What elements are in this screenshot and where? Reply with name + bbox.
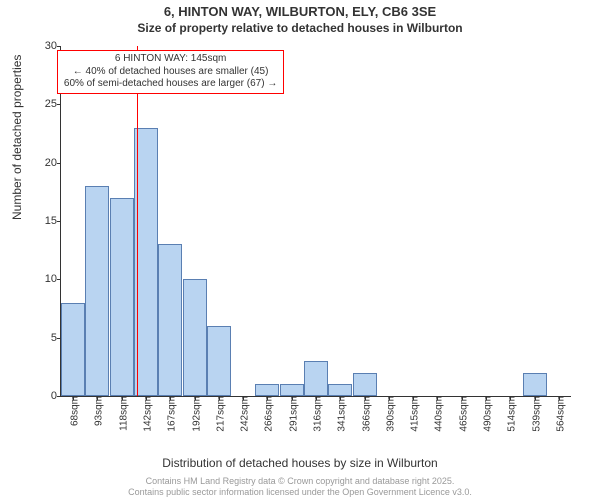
histogram-bar xyxy=(255,384,279,396)
y-tick-mark xyxy=(57,279,61,280)
x-tick-label: 564sqm xyxy=(551,396,566,432)
x-tick-label: 291sqm xyxy=(284,396,299,432)
y-axis-label: Number of detached properties xyxy=(10,55,24,220)
footer-line2: Contains public sector information licen… xyxy=(0,487,600,498)
histogram-bar xyxy=(280,384,304,396)
x-tick-label: 68sqm xyxy=(66,396,81,426)
x-tick-label: 167sqm xyxy=(163,396,178,432)
histogram-bar xyxy=(304,361,328,396)
x-tick-label: 242sqm xyxy=(236,396,251,432)
histogram-bar xyxy=(207,326,231,396)
x-tick-label: 465sqm xyxy=(454,396,469,432)
histogram-bar xyxy=(353,373,377,396)
footer-text: Contains HM Land Registry data © Crown c… xyxy=(0,476,600,498)
chart-container: 6, HINTON WAY, WILBURTON, ELY, CB6 3SE S… xyxy=(0,0,600,500)
x-tick-label: 366sqm xyxy=(357,396,372,432)
y-tick-mark xyxy=(57,104,61,105)
plot-area: 05101520253068sqm93sqm118sqm142sqm167sqm… xyxy=(60,46,571,397)
x-tick-label: 341sqm xyxy=(333,396,348,432)
y-tick-mark xyxy=(57,396,61,397)
x-tick-label: 390sqm xyxy=(381,396,396,432)
histogram-bar xyxy=(183,279,207,396)
annotation-line1: 6 HINTON WAY: 145sqm xyxy=(64,53,277,66)
x-tick-label: 539sqm xyxy=(527,396,542,432)
histogram-bar xyxy=(85,186,109,396)
reference-line xyxy=(137,46,138,396)
annotation-line2: ← 40% of detached houses are smaller (45… xyxy=(64,66,277,79)
x-axis-label: Distribution of detached houses by size … xyxy=(0,456,600,470)
x-tick-label: 142sqm xyxy=(139,396,154,432)
x-tick-label: 118sqm xyxy=(114,396,129,431)
histogram-bar xyxy=(523,373,547,396)
y-tick-mark xyxy=(57,163,61,164)
histogram-bar xyxy=(61,303,85,396)
y-tick-mark xyxy=(57,46,61,47)
chart-subtitle: Size of property relative to detached ho… xyxy=(0,19,600,35)
x-tick-label: 514sqm xyxy=(503,396,518,432)
x-tick-label: 93sqm xyxy=(90,396,105,426)
x-tick-label: 490sqm xyxy=(479,396,494,432)
x-tick-label: 316sqm xyxy=(309,396,324,432)
histogram-bar xyxy=(110,198,134,396)
footer-line1: Contains HM Land Registry data © Crown c… xyxy=(0,476,600,487)
y-tick-mark xyxy=(57,221,61,222)
x-tick-label: 415sqm xyxy=(406,396,421,432)
chart-title: 6, HINTON WAY, WILBURTON, ELY, CB6 3SE xyxy=(0,0,600,19)
histogram-bar xyxy=(328,384,352,396)
x-tick-label: 266sqm xyxy=(260,396,275,432)
annotation-box: 6 HINTON WAY: 145sqm← 40% of detached ho… xyxy=(57,50,284,94)
x-tick-label: 440sqm xyxy=(430,396,445,432)
x-tick-label: 192sqm xyxy=(187,396,202,432)
x-tick-label: 217sqm xyxy=(211,396,226,432)
annotation-line3: 60% of semi-detached houses are larger (… xyxy=(64,78,277,91)
histogram-bar xyxy=(158,244,182,396)
